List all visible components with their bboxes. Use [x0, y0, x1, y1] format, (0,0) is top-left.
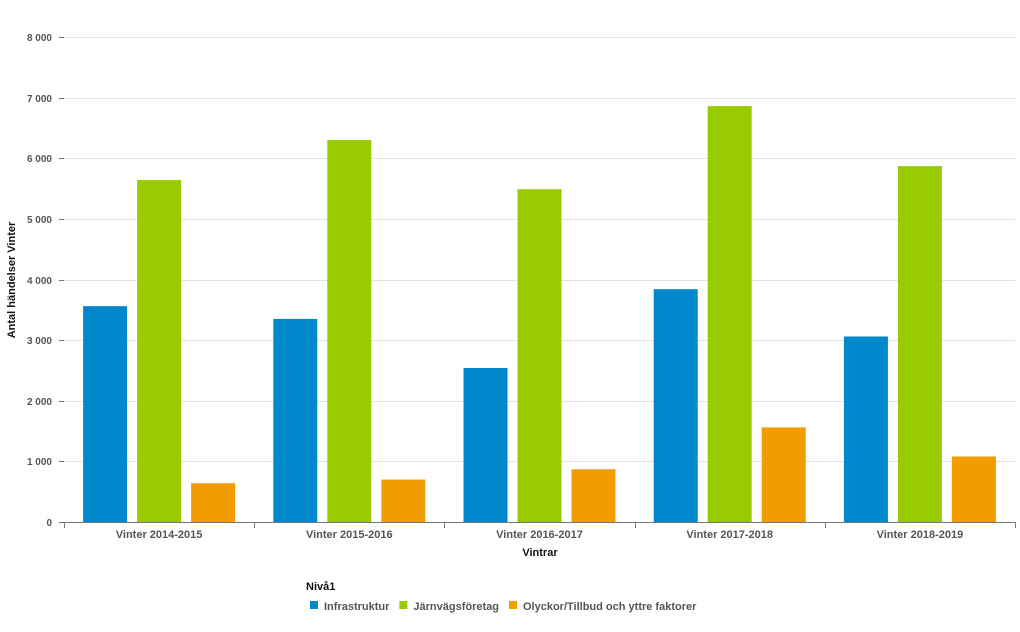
bar: [571, 469, 616, 522]
axis-layer: 0 1 000 2 000 3 000 4 000 5 000 6 000 7 000 8 00…: [27, 33, 1016, 541]
legend-swatch: [399, 601, 408, 609]
bar: [761, 427, 806, 522]
legend-items: Infrastruktur Järnvägsföretag Olyckor/Till…: [310, 601, 697, 613]
bar: [897, 166, 942, 522]
y-tick-label: 4 000: [27, 276, 52, 287]
x-tick-label: Vinter 2017-2018: [686, 529, 773, 541]
bar: [653, 289, 698, 522]
bar: [137, 180, 182, 522]
legend-label: Olyckor/Tillbud och yttre faktorer: [523, 601, 697, 613]
legend-title: Nivå1: [306, 581, 335, 593]
legend-swatch: [509, 601, 517, 609]
legend-label: Järnvägsföretag: [413, 601, 499, 613]
bars-layer: [83, 106, 996, 523]
y-axis-title: Antal händelser Vinter: [6, 221, 18, 338]
legend-item[interactable]: Infrastruktur: [310, 601, 390, 613]
bar: [327, 140, 372, 522]
legend-swatch: [310, 601, 318, 609]
bar: [843, 336, 888, 522]
legend-label: Infrastruktur: [324, 601, 390, 613]
y-tick-label: 3 000: [27, 336, 52, 347]
y-tick-label: 0: [46, 518, 52, 529]
bar: [83, 306, 128, 522]
bar: [517, 189, 562, 522]
x-axis-title: Vintrar: [522, 547, 558, 559]
x-tick-label: Vinter 2015-2016: [306, 529, 393, 541]
legend-item[interactable]: Olyckor/Tillbud och yttre faktorer: [509, 601, 697, 613]
y-tick-label: 5 000: [27, 215, 52, 226]
bar: [273, 318, 318, 522]
y-tick-label: 1 000: [27, 457, 52, 468]
legend: Nivå1 Infrastruktur Järnvägsföretag Olycko…: [306, 581, 697, 613]
bar: [191, 483, 236, 522]
bar: [463, 368, 508, 522]
x-tick-label: Vinter 2014-2015: [116, 529, 203, 541]
bar: [381, 479, 426, 522]
x-tick-label: Vinter 2018-2019: [877, 529, 964, 541]
y-tick-label: 8 000: [27, 33, 52, 44]
bar: [707, 106, 752, 523]
y-tick-label: 2 000: [27, 397, 52, 408]
bar: [951, 456, 996, 522]
y-tick-label: 7 000: [27, 94, 52, 105]
y-tick-label: 6 000: [27, 154, 52, 165]
legend-item[interactable]: Järnvägsföretag: [399, 601, 499, 613]
x-tick-label: Vinter 2016-2017: [496, 529, 583, 541]
